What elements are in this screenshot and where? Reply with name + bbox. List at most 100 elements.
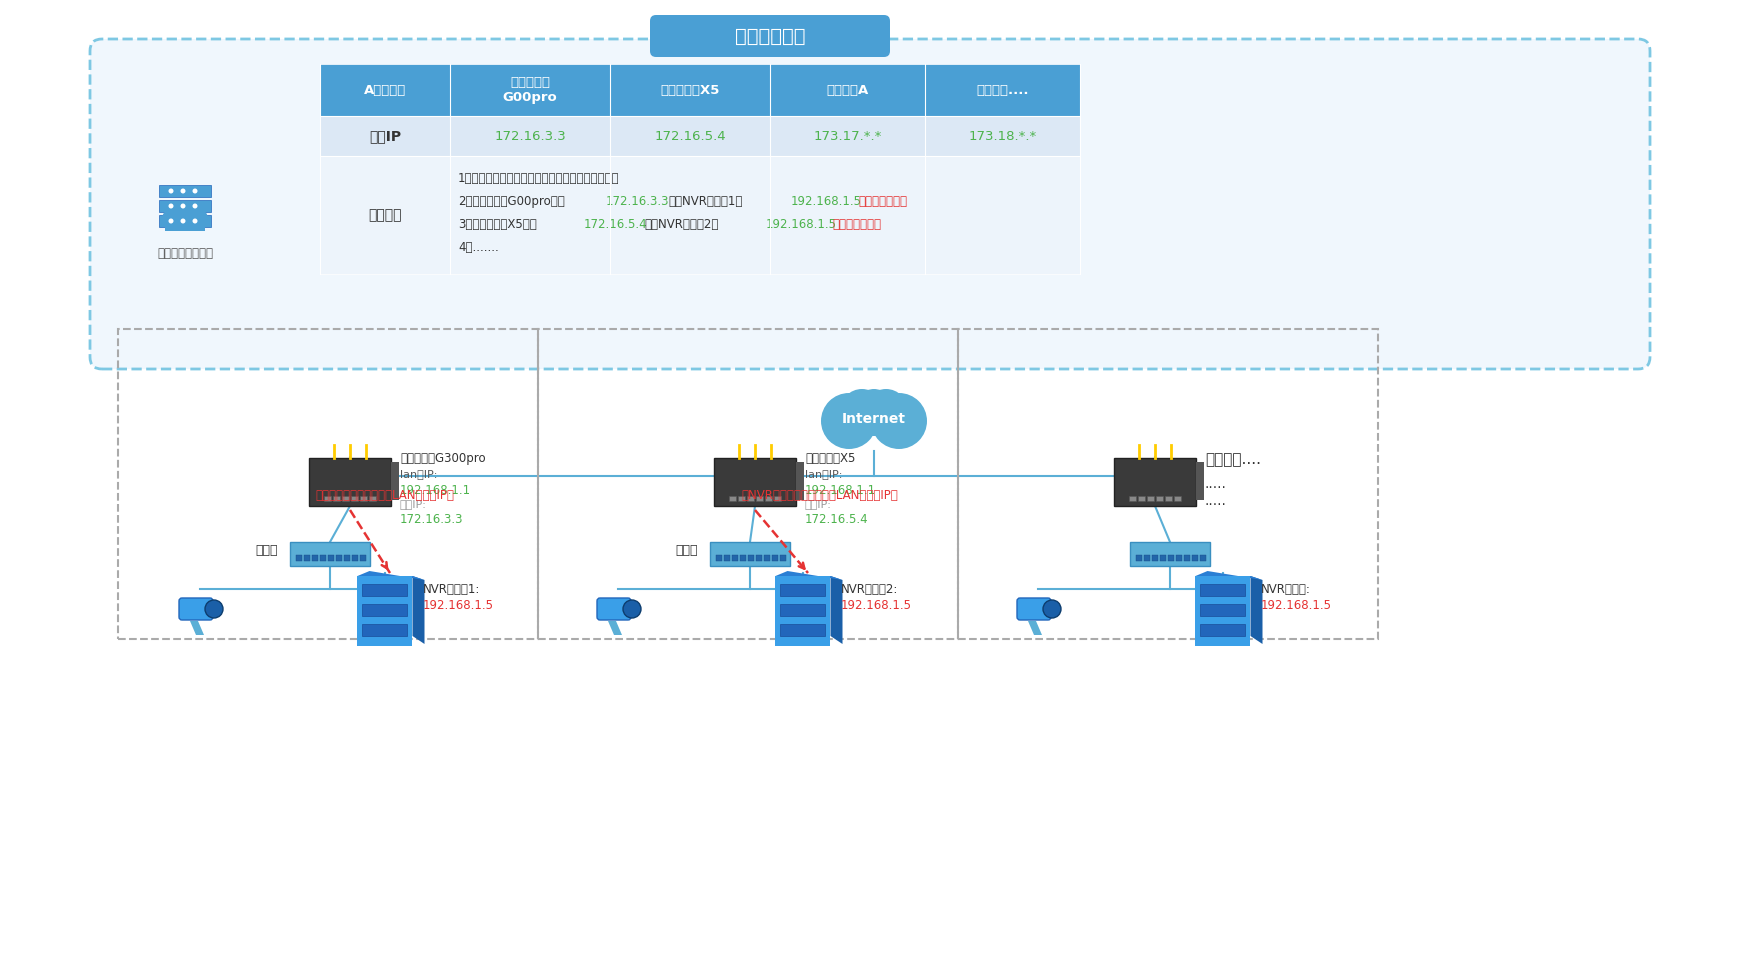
Bar bbox=[1151, 555, 1158, 561]
Bar bbox=[391, 462, 398, 500]
Bar bbox=[344, 555, 349, 561]
FancyBboxPatch shape bbox=[159, 200, 211, 212]
Circle shape bbox=[168, 218, 173, 224]
Circle shape bbox=[185, 208, 208, 230]
Text: 软件成员....: 软件成员.... bbox=[977, 83, 1029, 97]
Bar bbox=[776, 576, 830, 646]
Text: 172.16.5.4: 172.16.5.4 bbox=[583, 218, 648, 231]
Text: lan口IP:: lan口IP: bbox=[805, 469, 842, 479]
Polygon shape bbox=[190, 621, 204, 635]
Text: Internet: Internet bbox=[842, 412, 907, 426]
Bar bbox=[779, 555, 786, 561]
Bar bbox=[295, 555, 302, 561]
Bar bbox=[748, 555, 755, 561]
Bar bbox=[362, 624, 407, 636]
Circle shape bbox=[168, 189, 173, 194]
Bar bbox=[756, 555, 762, 561]
Bar bbox=[756, 496, 763, 501]
Polygon shape bbox=[830, 576, 842, 644]
Text: 蒲公英数据库: 蒲公英数据库 bbox=[735, 26, 805, 46]
Bar bbox=[320, 156, 1080, 274]
Text: 192.168.1.5: 192.168.1.5 bbox=[765, 218, 837, 231]
FancyBboxPatch shape bbox=[1130, 542, 1211, 566]
Bar bbox=[772, 555, 777, 561]
Bar bbox=[304, 555, 309, 561]
Bar bbox=[1200, 604, 1246, 616]
FancyBboxPatch shape bbox=[715, 458, 797, 506]
Text: 172.16.5.4: 172.16.5.4 bbox=[805, 513, 868, 526]
FancyBboxPatch shape bbox=[159, 185, 211, 197]
Bar bbox=[737, 496, 744, 501]
Bar bbox=[797, 462, 804, 500]
Text: 虚拟IP: 虚拟IP bbox=[369, 129, 402, 143]
Bar bbox=[716, 555, 722, 561]
Text: 云网关路由表存储: 云网关路由表存储 bbox=[157, 247, 213, 260]
Bar bbox=[1129, 496, 1136, 501]
Text: .....: ..... bbox=[1205, 494, 1226, 508]
Text: ，相互转发包。: ，相互转发包。 bbox=[858, 195, 907, 208]
Circle shape bbox=[180, 203, 185, 208]
Circle shape bbox=[175, 202, 196, 224]
Circle shape bbox=[1043, 600, 1060, 618]
Bar bbox=[1165, 496, 1172, 501]
Bar bbox=[323, 496, 330, 501]
Text: 软件成员A: 软件成员A bbox=[826, 83, 868, 97]
Bar bbox=[369, 496, 376, 501]
Bar bbox=[781, 624, 826, 636]
Bar bbox=[313, 555, 318, 561]
Bar bbox=[765, 496, 772, 501]
Bar bbox=[358, 576, 412, 646]
Text: 交换机: 交换机 bbox=[676, 544, 699, 556]
Polygon shape bbox=[412, 576, 425, 644]
Circle shape bbox=[872, 393, 928, 449]
Circle shape bbox=[192, 218, 197, 224]
FancyBboxPatch shape bbox=[178, 598, 213, 620]
Bar bbox=[748, 496, 755, 501]
Text: 2、蒲公英路由G00pro虚拟: 2、蒲公英路由G00pro虚拟 bbox=[458, 195, 564, 208]
Circle shape bbox=[865, 389, 908, 433]
Circle shape bbox=[180, 218, 185, 224]
Circle shape bbox=[162, 208, 183, 230]
Bar bbox=[832, 416, 915, 436]
FancyBboxPatch shape bbox=[1017, 598, 1052, 620]
Bar bbox=[763, 555, 770, 561]
Bar bbox=[351, 555, 358, 561]
Bar bbox=[1197, 462, 1204, 500]
Polygon shape bbox=[608, 621, 622, 635]
Text: 绑定NVR服务器2号: 绑定NVR服务器2号 bbox=[645, 218, 718, 231]
Polygon shape bbox=[776, 571, 842, 580]
Circle shape bbox=[168, 203, 173, 208]
Text: ，相互转发包。: ，相互转发包。 bbox=[832, 218, 880, 231]
Bar bbox=[1200, 584, 1246, 596]
Circle shape bbox=[204, 600, 224, 618]
Text: 3、蒲公英路由X5虚拟: 3、蒲公英路由X5虚拟 bbox=[458, 218, 536, 231]
Bar bbox=[328, 555, 334, 561]
Bar bbox=[320, 64, 1080, 116]
Bar bbox=[351, 496, 358, 501]
Bar bbox=[360, 496, 367, 501]
Bar bbox=[362, 584, 407, 596]
Text: 组网策略: 组网策略 bbox=[369, 208, 402, 222]
Polygon shape bbox=[1195, 571, 1263, 580]
Bar bbox=[741, 555, 746, 561]
Bar bbox=[320, 555, 327, 561]
Bar bbox=[1195, 576, 1251, 646]
FancyBboxPatch shape bbox=[1115, 458, 1197, 506]
Bar bbox=[1174, 496, 1181, 501]
Polygon shape bbox=[1251, 576, 1263, 644]
Text: 192.168.1.5: 192.168.1.5 bbox=[791, 195, 861, 208]
Text: 虚拟IP:: 虚拟IP: bbox=[805, 499, 832, 509]
Text: lan口IP:: lan口IP: bbox=[400, 469, 437, 479]
Polygon shape bbox=[1027, 621, 1041, 635]
Text: 1、组网类型：对等（每个软硬成员均可相互访问）: 1、组网类型：对等（每个软硬成员均可相互访问） bbox=[458, 172, 620, 185]
Bar bbox=[1160, 555, 1165, 561]
Bar bbox=[1184, 555, 1190, 561]
Text: NVR服务器1:: NVR服务器1: bbox=[423, 583, 480, 596]
FancyBboxPatch shape bbox=[91, 39, 1649, 369]
Text: 192.168.1.5: 192.168.1.5 bbox=[423, 599, 494, 612]
Text: 蒲公英路由X5: 蒲公英路由X5 bbox=[660, 83, 720, 97]
Bar bbox=[1191, 555, 1198, 561]
Bar bbox=[1157, 496, 1164, 501]
Bar bbox=[1200, 624, 1246, 636]
Text: 4、.......: 4、....... bbox=[458, 241, 498, 254]
